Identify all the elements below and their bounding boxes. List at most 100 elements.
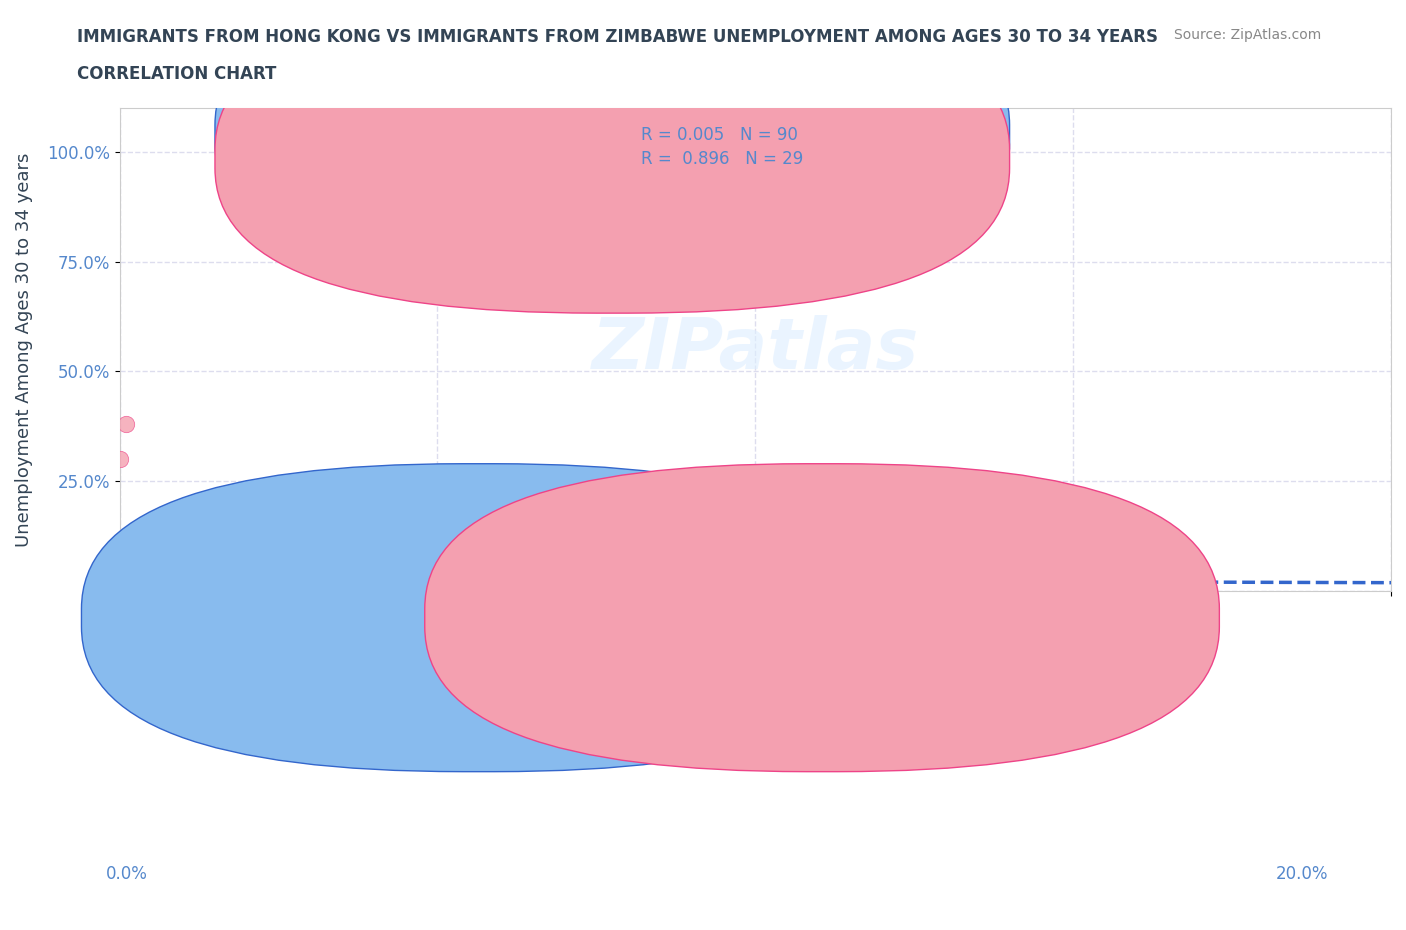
Point — [163, 582, 186, 597]
Point — [141, 531, 163, 546]
Point — [136, 582, 159, 597]
Point — [301, 538, 323, 553]
Point — [145, 568, 167, 583]
Point — [231, 582, 253, 597]
Point — [124, 570, 146, 585]
Point — [233, 571, 256, 586]
Point — [218, 578, 240, 592]
Point — [307, 570, 329, 585]
Point — [202, 574, 225, 589]
Point — [120, 581, 142, 596]
Point — [246, 571, 269, 586]
Point — [236, 571, 259, 586]
Text: IMMIGRANTS FROM HONG KONG VS IMMIGRANTS FROM ZIMBABWE UNEMPLOYMENT AMONG AGES 30: IMMIGRANTS FROM HONG KONG VS IMMIGRANTS … — [77, 28, 1159, 46]
Point — [121, 582, 143, 597]
Point — [214, 581, 236, 596]
Point — [114, 581, 136, 596]
Point — [190, 577, 212, 591]
Point — [118, 578, 141, 593]
Point — [183, 574, 205, 589]
Point — [124, 583, 146, 598]
Point — [156, 540, 179, 555]
Point — [163, 580, 186, 595]
Point — [222, 574, 245, 589]
Point — [121, 583, 143, 598]
Point — [150, 582, 173, 597]
Point — [485, 581, 508, 596]
Point — [204, 535, 226, 550]
Point — [284, 571, 307, 586]
Point — [229, 574, 252, 589]
Point — [142, 583, 165, 598]
Point — [160, 568, 183, 583]
Point — [284, 581, 307, 596]
Point — [181, 578, 204, 592]
Point — [197, 554, 219, 569]
Point — [162, 579, 184, 594]
Point — [183, 583, 205, 598]
Point — [122, 571, 145, 586]
Point — [117, 582, 139, 597]
Point — [108, 452, 131, 467]
Point — [231, 581, 253, 596]
Point — [143, 568, 166, 583]
FancyBboxPatch shape — [425, 464, 1219, 772]
Point — [159, 561, 181, 576]
Point — [179, 536, 201, 551]
Point — [124, 568, 146, 583]
Text: R = 0.005   N = 90: R = 0.005 N = 90 — [641, 126, 797, 143]
Point — [181, 562, 204, 577]
Point — [322, 574, 344, 589]
Text: Immigrants from Zimbabwe: Immigrants from Zimbabwe — [844, 609, 1076, 627]
Point — [134, 575, 156, 590]
Point — [315, 567, 337, 582]
Point — [198, 564, 221, 578]
Point — [173, 577, 195, 591]
Point — [110, 550, 132, 565]
Point — [152, 560, 174, 575]
Point — [146, 575, 169, 590]
Point — [207, 545, 229, 560]
Point — [179, 577, 201, 591]
Point — [222, 570, 245, 585]
Point — [127, 575, 149, 590]
Point — [512, 580, 534, 595]
Point — [217, 560, 239, 575]
Point — [129, 527, 152, 542]
Point — [142, 577, 165, 591]
Point — [177, 564, 200, 578]
Point — [201, 569, 224, 584]
Point — [274, 534, 297, 549]
FancyBboxPatch shape — [215, 5, 1010, 313]
Point — [156, 579, 179, 594]
Point — [118, 577, 141, 591]
Point — [186, 562, 208, 577]
Point — [202, 579, 225, 594]
Text: 0.0%: 0.0% — [105, 865, 148, 883]
Point — [134, 578, 156, 593]
Point — [221, 582, 243, 597]
Point — [184, 567, 207, 582]
FancyBboxPatch shape — [565, 113, 972, 180]
Point — [162, 558, 184, 573]
Point — [118, 557, 141, 572]
Point — [198, 575, 221, 590]
Point — [128, 563, 150, 578]
Point — [156, 578, 179, 593]
Point — [186, 578, 208, 593]
Point — [169, 551, 191, 565]
Point — [157, 578, 180, 592]
Text: R =  0.896   N = 29: R = 0.896 N = 29 — [641, 150, 803, 167]
Point — [197, 573, 219, 588]
Point — [121, 577, 143, 591]
Point — [125, 554, 148, 569]
FancyBboxPatch shape — [215, 0, 1010, 289]
Point — [129, 570, 152, 585]
Point — [218, 583, 240, 598]
Point — [225, 547, 247, 562]
Point — [149, 576, 172, 591]
Point — [276, 579, 298, 594]
FancyBboxPatch shape — [82, 464, 876, 772]
Point — [149, 577, 172, 591]
Point — [172, 578, 194, 592]
